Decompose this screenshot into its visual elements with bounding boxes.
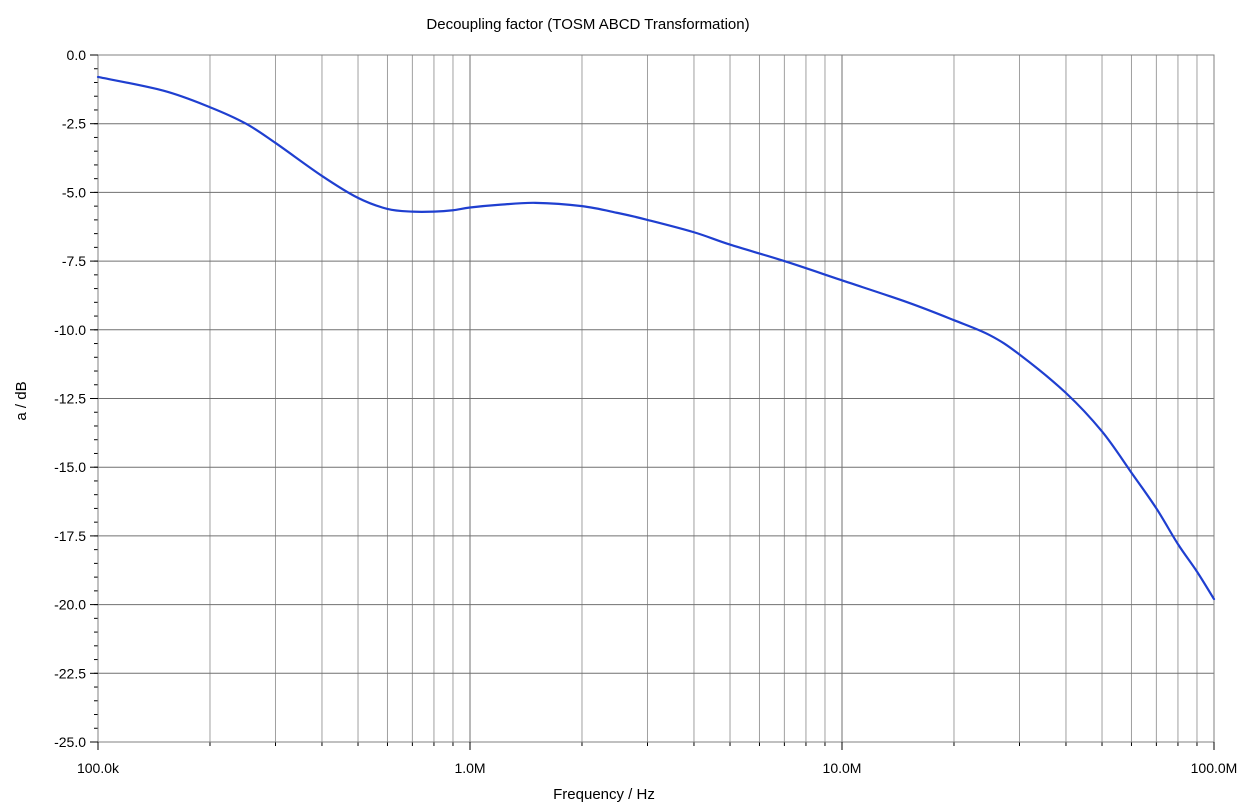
x-tick-label: 100.0k	[77, 760, 120, 776]
x-axis-label: Frequency / Hz	[553, 786, 655, 803]
x-tick-label: 100.0M	[1191, 760, 1238, 776]
grid	[97, 54, 1215, 743]
x-tick-label: 1.0M	[454, 760, 485, 776]
y-tick-label: -5.0	[62, 184, 86, 200]
x-tick-label: 10.0M	[823, 760, 862, 776]
x-axis-ticks: 100.0k 1.0M 10.0M 100.0M	[77, 742, 1237, 776]
y-tick-label: -7.5	[62, 253, 86, 269]
y-tick-label: 0.0	[67, 47, 87, 63]
series-line	[96, 75, 1216, 601]
y-tick-label: -15.0	[54, 459, 86, 475]
y-tick-label: -2.5	[62, 116, 86, 132]
y-tick-label: -10.0	[54, 322, 86, 338]
minor-ticks	[94, 54, 1198, 746]
chart-title: Decoupling factor (TOSM ABCD Transformat…	[426, 16, 749, 33]
y-tick-label: -20.0	[54, 597, 86, 613]
y-tick-label: -12.5	[54, 391, 86, 407]
y-axis-label: a / dB	[13, 381, 30, 420]
y-tick-label: -22.5	[54, 665, 86, 681]
y-tick-label: -17.5	[54, 528, 86, 544]
y-axis-ticks: 0.0 -2.5 -5.0 -7.5 -10.0 -12.5 -15.0 -17.5 -20.0…	[54, 47, 98, 750]
y-tick-label: -25.0	[54, 734, 86, 750]
